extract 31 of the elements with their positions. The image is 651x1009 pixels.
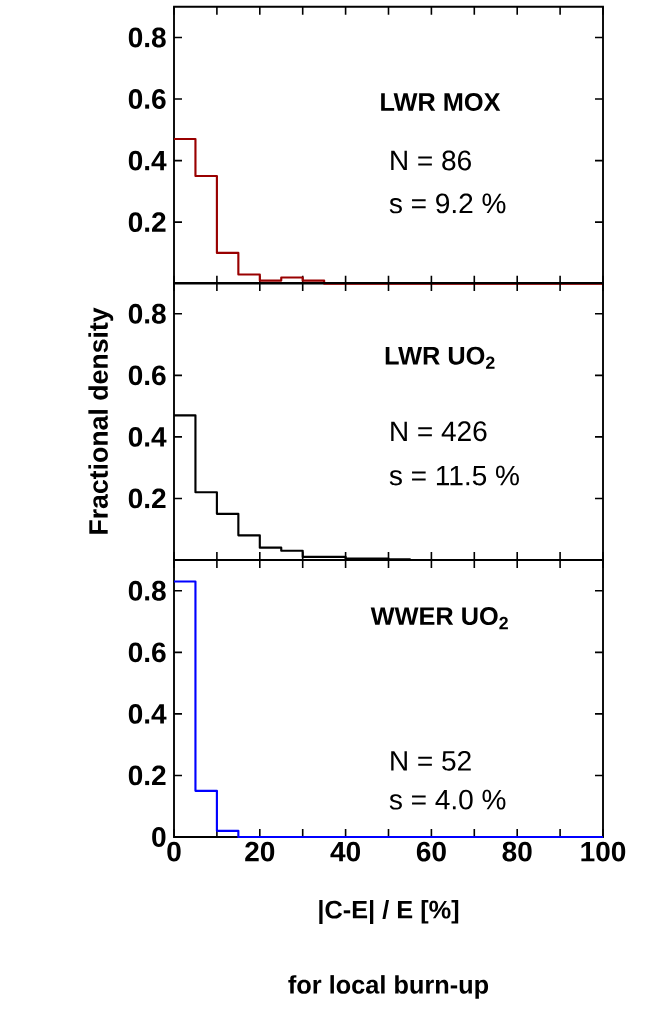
y-tick-label: 0.4	[128, 426, 167, 447]
annotation: s = 4.0 %	[389, 789, 506, 810]
y-tick-label: 0.4	[128, 150, 167, 171]
y-axis-title: Fractional density	[88, 307, 114, 534]
y-tick-label: 0.8	[128, 27, 166, 48]
annotation: s = 11.5 %	[389, 465, 519, 486]
y-tick-label: 0.6	[128, 89, 166, 109]
annotation: s = 9.2 %	[389, 193, 506, 214]
y-tick-label: 0.8	[128, 580, 166, 601]
text: LWR UO$_{2}$	[385, 346, 495, 369]
text: LWR MOX	[381, 93, 501, 111]
x-tick-label: 40	[330, 841, 361, 862]
y-tick-label: 0.2	[128, 488, 166, 509]
annotation: N = 52	[391, 750, 471, 771]
x-tick-label: 100	[581, 841, 626, 862]
y-tick-label: 0.6	[128, 642, 166, 663]
y-tick-label: 0	[152, 827, 166, 847]
x-tick-label: 0	[167, 841, 181, 862]
y-tick-label: 0.2	[128, 765, 166, 786]
x-axis-title: |C-E| / E [%]	[319, 900, 459, 924]
y-tick-label: 0.4	[128, 703, 167, 724]
annotation: N = 426	[391, 421, 487, 442]
text: for local burn-up	[288, 975, 489, 999]
x-tick-label: 20	[245, 841, 275, 862]
text: WWER UO$_{2}$	[370, 607, 508, 630]
y-tick-label: 0.8	[128, 303, 166, 324]
x-tick-label: 80	[502, 841, 532, 862]
x-tick-label: 60	[416, 841, 446, 862]
y-tick-label: 0.6	[128, 365, 166, 386]
y-tick-label: 0.2	[128, 212, 166, 233]
annotation: N = 86	[391, 150, 471, 171]
